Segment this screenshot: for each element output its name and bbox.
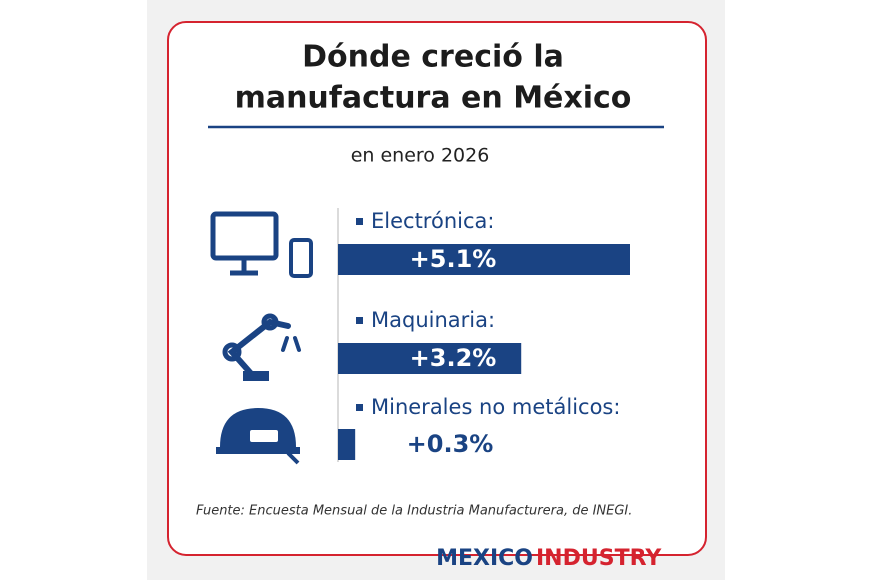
chart-title: manufactura en México: [235, 81, 632, 116]
icon-robot-arm: [222, 313, 301, 381]
bar: [338, 343, 522, 374]
logo-text: INDUSTRY: [536, 546, 662, 571]
category-label: Maquinaria:: [371, 308, 495, 332]
category-label: Electrónica:: [371, 209, 494, 233]
bar: [338, 244, 630, 275]
category-bullet: [356, 317, 363, 324]
card-frame: [167, 21, 707, 556]
value-label: +0.3%: [407, 430, 494, 458]
source-note: Fuente: Encuesta Mensual de la Industria…: [196, 504, 632, 519]
chart-title: Dónde creció la: [302, 40, 564, 75]
category-label: Minerales no metálicos:: [371, 395, 620, 419]
icon-helmet: [216, 408, 300, 465]
value-label: +5.1%: [410, 245, 497, 273]
logo-text: MEXICO: [436, 546, 533, 571]
bar: [338, 429, 356, 460]
chart-subtitle: en enero 2026: [351, 145, 490, 167]
category-bullet: [356, 404, 363, 411]
category-bullet: [356, 218, 363, 225]
icon-electronics: [210, 211, 313, 278]
value-label: +3.2%: [410, 344, 497, 372]
